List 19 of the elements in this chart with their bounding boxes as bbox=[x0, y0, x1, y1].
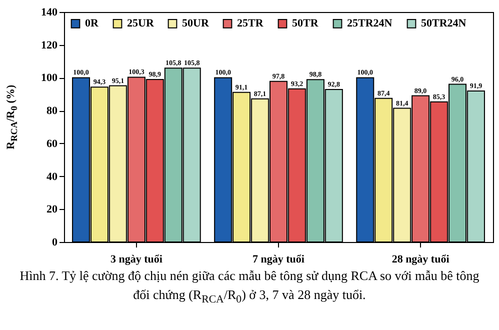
legend-label: 50UR bbox=[182, 18, 210, 30]
y-tick-label: 20 bbox=[46, 204, 58, 216]
x-tick-label: 28 ngày tuổi bbox=[392, 254, 450, 266]
y-tick-label: 0 bbox=[52, 236, 58, 248]
legend-label: 50TR24N bbox=[421, 18, 466, 30]
x-tick-label: 3 ngày tuổi bbox=[110, 254, 162, 266]
text: Hình 7. Tỷ lệ cường độ chịu nén giữa các mẫu bê tông sử dụng RCA so với mẫu bê tông đối chứng (R$_{RCA}$/R$_{0}$) ở 3, 7 và 28 ngày tuổi. bbox=[18, 267, 480, 308]
legend-label: 25TR24N bbox=[347, 18, 392, 30]
y-tick-label: 140 bbox=[41, 6, 58, 18]
legend-label: 25UR bbox=[127, 18, 155, 30]
legend-label: 50TR bbox=[292, 18, 320, 30]
legend-label: 0R bbox=[85, 18, 100, 30]
y-tick-label: 40 bbox=[46, 170, 58, 183]
x-tick-label: 7 ngày tuổi bbox=[252, 254, 304, 266]
y-tick-label: 120 bbox=[41, 39, 58, 52]
y-tick-label: 80 bbox=[46, 105, 58, 118]
y-tick-label: 100 bbox=[41, 72, 58, 84]
legend-label: 25TR bbox=[237, 18, 264, 30]
y-tick-label: 60 bbox=[46, 138, 58, 150]
